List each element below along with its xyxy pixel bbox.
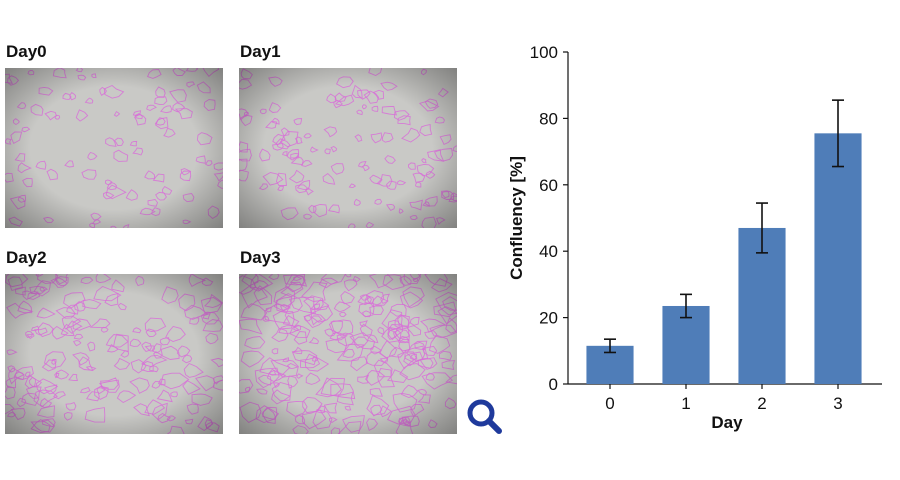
micrograph-day3: [239, 274, 457, 434]
confluency-bar-chart: 0 20 40 60 80 100 0 1 2 3 Day Confluency [%]: [500, 36, 890, 446]
panel-label-day1: Day1: [240, 42, 281, 61]
y-axis-title: Confluency [%]: [507, 156, 526, 280]
x-tick-label: 2: [757, 394, 766, 413]
micrograph-day1: [239, 68, 457, 228]
panel-label-day0: Day0: [6, 42, 47, 61]
y-tick-label: 40: [539, 242, 558, 261]
bar-day-2: [738, 227, 786, 384]
error-bar-day-0: [604, 338, 616, 354]
y-tick-label: 60: [539, 176, 558, 195]
micrograph-day2: [5, 274, 223, 434]
magnifier-icon[interactable]: [464, 396, 504, 436]
x-tick-label: 1: [681, 394, 690, 413]
error-bar-day-2: [756, 202, 768, 254]
error-bar-day-1: [680, 293, 692, 319]
y-tick-label: 80: [539, 109, 558, 128]
y-tick-label: 100: [530, 43, 558, 62]
x-tick-label: 3: [833, 394, 842, 413]
x-axis-title: Day: [711, 413, 743, 432]
y-tick-label: 0: [549, 375, 558, 394]
panel-label-day2: Day2: [6, 248, 47, 267]
y-tick-label: 20: [539, 309, 558, 328]
bar-day-1: [662, 305, 710, 384]
error-bar-day-3: [832, 99, 844, 168]
bar-day-3: [814, 133, 862, 384]
panel-label-day3: Day3: [240, 248, 281, 267]
x-tick-label: 0: [605, 394, 614, 413]
micrograph-day0: [5, 68, 223, 228]
